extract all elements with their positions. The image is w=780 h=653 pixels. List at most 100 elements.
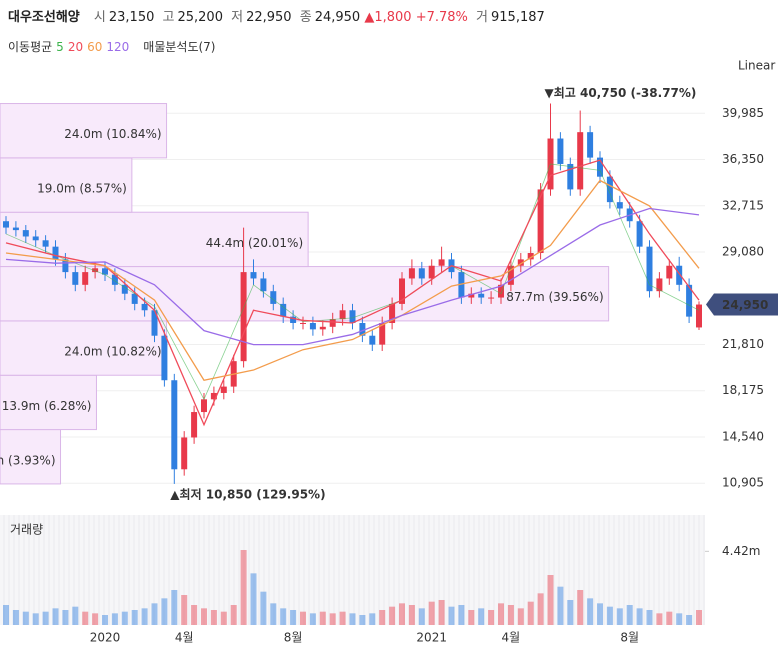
candle-body bbox=[686, 284, 693, 317]
ma-line bbox=[5, 159, 700, 427]
volume-bar bbox=[171, 590, 178, 625]
profile-label: 24.0m (10.82%) bbox=[64, 345, 161, 359]
volume-bar bbox=[141, 608, 148, 625]
profile-bar bbox=[0, 211, 309, 268]
volume-bar bbox=[92, 613, 99, 625]
candle-body bbox=[3, 221, 9, 228]
candle-body bbox=[42, 240, 49, 247]
volume-bar bbox=[151, 603, 158, 625]
x-tick-label: 8월 bbox=[284, 631, 303, 645]
volume-bar bbox=[438, 600, 445, 625]
candle-body bbox=[201, 399, 207, 413]
candle-body bbox=[339, 310, 346, 320]
volume-bar bbox=[666, 611, 673, 625]
candle-body bbox=[587, 132, 594, 158]
candle-body bbox=[280, 303, 287, 317]
volume-bar bbox=[428, 601, 435, 625]
candle-body bbox=[399, 278, 405, 304]
volume-bar bbox=[349, 613, 356, 625]
volume-bar bbox=[260, 591, 267, 625]
volume-bar bbox=[3, 605, 9, 625]
legend-item: 5 bbox=[56, 40, 64, 54]
candle-body bbox=[656, 278, 663, 292]
volume-bar bbox=[537, 593, 544, 625]
volume-bar bbox=[507, 605, 514, 625]
candle-body bbox=[527, 253, 534, 260]
candle-body bbox=[210, 392, 217, 400]
volume-bar bbox=[498, 603, 504, 625]
volume-bar bbox=[290, 610, 297, 625]
volume-bar bbox=[220, 611, 227, 625]
volume-bar bbox=[121, 611, 128, 625]
candle-body bbox=[102, 268, 108, 275]
candle-body bbox=[428, 265, 435, 279]
volume-bar bbox=[567, 600, 574, 625]
candle-body bbox=[696, 304, 702, 328]
volume-bar bbox=[300, 611, 306, 625]
ma-line bbox=[5, 207, 700, 346]
profile-label: 8.72m (3.93%) bbox=[0, 453, 56, 467]
volume-bar bbox=[102, 615, 108, 625]
volume-bar bbox=[587, 598, 594, 625]
candle-body bbox=[240, 272, 247, 362]
candle-body bbox=[646, 246, 653, 292]
profile-bar bbox=[0, 266, 610, 322]
profile-label: 44.4m (20.01%) bbox=[206, 236, 303, 250]
volume-bar bbox=[369, 613, 376, 625]
volume-bar bbox=[458, 605, 465, 625]
legend-item: 20 bbox=[67, 40, 84, 54]
volume-bar bbox=[161, 598, 168, 625]
volume-bar bbox=[418, 608, 425, 625]
volume-bar bbox=[408, 605, 415, 625]
candle-body bbox=[507, 265, 514, 285]
candle-body bbox=[379, 322, 386, 345]
candle-body bbox=[666, 265, 673, 279]
candle-body bbox=[290, 316, 297, 323]
candle-body bbox=[517, 259, 524, 266]
low-annotation: ▲최저 10,850 (129.95%) bbox=[170, 486, 325, 501]
volume-bar bbox=[616, 608, 623, 625]
volume-bar bbox=[52, 608, 59, 625]
x-tick-label: 4월 bbox=[502, 631, 521, 645]
legend-title: 이동평균 bbox=[8, 40, 53, 54]
volume-bar bbox=[12, 610, 19, 625]
value: 915,187 bbox=[491, 10, 545, 25]
volume-bar bbox=[270, 603, 277, 625]
profile-bar bbox=[0, 320, 168, 376]
volume-bar bbox=[62, 610, 69, 625]
x-tick-label: 4월 bbox=[175, 631, 194, 645]
volume-bar bbox=[72, 606, 79, 625]
x-tick-label: 2021 bbox=[416, 631, 447, 645]
label: 고 bbox=[162, 10, 175, 25]
candle-body bbox=[250, 272, 257, 279]
y-tick-label: 36,350 bbox=[722, 152, 764, 166]
volume-bar bbox=[250, 573, 257, 625]
volume-bar bbox=[468, 610, 475, 625]
candle-body bbox=[62, 259, 69, 273]
profile-bar bbox=[0, 429, 62, 485]
volume-panel bbox=[0, 515, 705, 625]
candle-body bbox=[577, 132, 584, 190]
candle-body bbox=[161, 335, 168, 381]
candle-body bbox=[458, 272, 465, 298]
volume-bar bbox=[191, 605, 198, 625]
candle-body bbox=[319, 326, 326, 330]
candle-body bbox=[488, 297, 495, 299]
change-pct: +7.78% bbox=[415, 10, 468, 25]
volume-bar bbox=[111, 613, 118, 625]
volume-bar bbox=[280, 608, 287, 625]
candle-body bbox=[82, 272, 89, 285]
candle-body bbox=[52, 246, 59, 260]
y-tick-label: 32,715 bbox=[722, 198, 764, 212]
volume-bar bbox=[488, 610, 495, 625]
candle-body bbox=[220, 386, 227, 393]
y-tick-label: 29,080 bbox=[722, 245, 764, 259]
profile-title: 매물분석도(7) bbox=[143, 40, 216, 54]
volume-bar bbox=[597, 603, 603, 625]
volume-bar bbox=[339, 611, 346, 625]
candle-body bbox=[151, 310, 158, 336]
candle-body bbox=[408, 268, 415, 279]
profile-label: 13.9m (6.28%) bbox=[2, 399, 92, 413]
